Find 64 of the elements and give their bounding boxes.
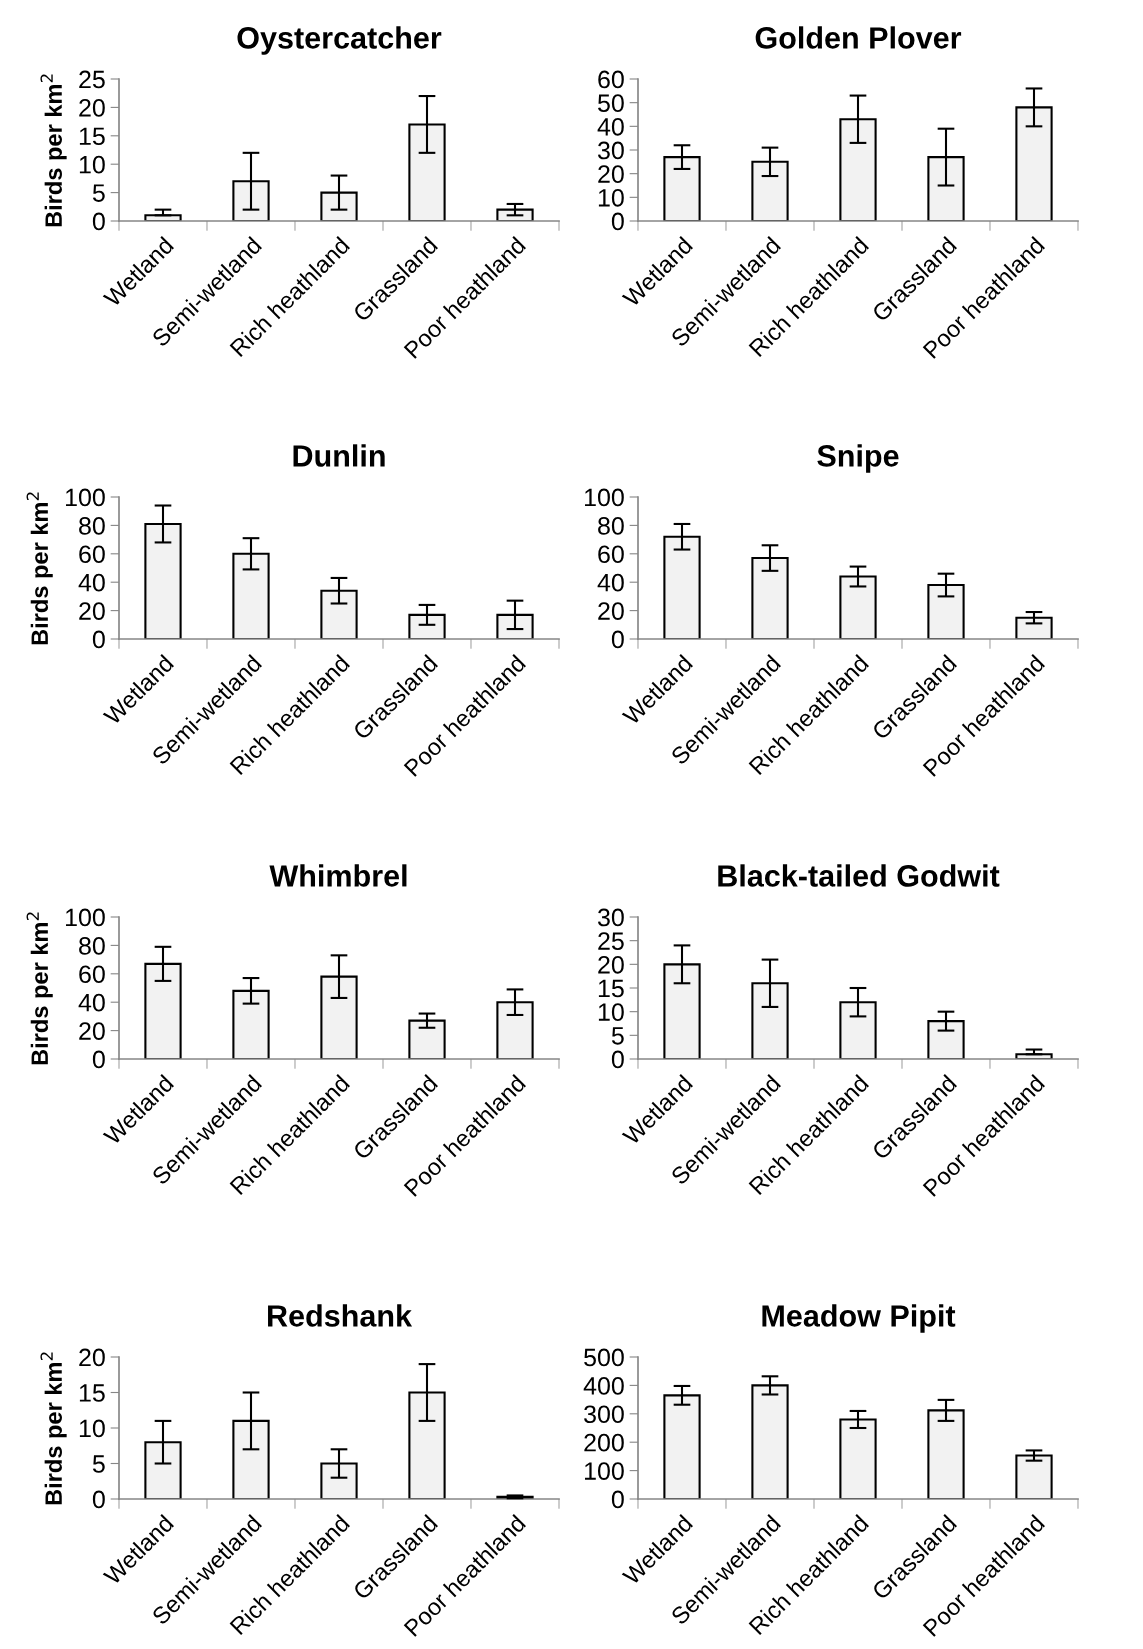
chart-title: Oystercatcher (237, 26, 442, 55)
y-tick-label: 80 (79, 517, 105, 535)
y-tick-label: 10 (79, 1419, 105, 1438)
y-tick-label: 0 (92, 630, 105, 649)
y-tick-label: 60 (598, 70, 624, 89)
y-tick-label: 60 (79, 545, 105, 564)
y-tick-label: 0 (92, 1050, 105, 1069)
y-tick-label: 100 (585, 1462, 624, 1480)
chart-title: Dunlin (293, 444, 385, 467)
y-tick-label: 0 (92, 212, 105, 231)
y-tick-label: 5 (92, 1455, 105, 1473)
y-tick-label: 80 (598, 517, 624, 535)
bar (408, 1019, 446, 1059)
y-tick-label: 20 (598, 165, 624, 183)
y-tick-label: 60 (79, 965, 105, 984)
y-tick-label: 20 (79, 1348, 105, 1367)
y-tick-label: 30 (597, 908, 624, 927)
y-tick-label: 20 (79, 602, 105, 620)
y-tick-label: 15 (79, 1384, 105, 1402)
y-tick-label: 40 (78, 993, 105, 1012)
chart-title: Snipe (817, 444, 899, 473)
y-tick-label: 5 (611, 1027, 624, 1045)
y-tick-label: 400 (583, 1377, 624, 1395)
chart-title: Redshank (268, 1304, 413, 1327)
chart-title: Black-tailed Godwit (718, 864, 1000, 887)
y-tick-label: 0 (611, 630, 624, 649)
y-tick-label: 100 (585, 488, 624, 507)
y-tick-label: 20 (598, 955, 624, 974)
y-tick-label: 0 (611, 1490, 624, 1509)
y-tick-label: 10 (79, 155, 105, 174)
y-tick-label: 0 (92, 1490, 105, 1509)
y-tick-label: 100 (66, 488, 105, 507)
y-tick-label: 25 (598, 932, 624, 950)
chart-title: Golden Plover (755, 26, 962, 49)
y-tick-label: 15 (79, 127, 105, 146)
y-axis-title: Birds per km$^{2}$ (26, 492, 53, 645)
y-axis-title: Birds per km$^{2}$ (26, 912, 53, 1065)
y-tick-label: 0 (611, 1050, 624, 1069)
y-tick-label: 25 (79, 70, 105, 89)
chart-title: Meadow Pipit (762, 1304, 956, 1333)
chart-title: Whimbrel (269, 864, 407, 887)
y-tick-label: 30 (597, 141, 624, 160)
y-tick-label: 5 (92, 184, 105, 202)
y-tick-label: 200 (584, 1433, 624, 1452)
y-tick-label: 40 (597, 117, 624, 136)
y-tick-label: 40 (597, 573, 624, 592)
bar (1015, 616, 1053, 639)
y-tick-label: 0 (611, 212, 624, 231)
y-tick-label: 50 (598, 94, 624, 112)
y-tick-label: 100 (66, 908, 105, 927)
y-tick-label: 15 (598, 979, 624, 998)
y-tick-label: 300 (584, 1405, 624, 1424)
y-tick-label: 80 (79, 937, 105, 955)
y-axis-title: Birds per km$^{2}$ (40, 1352, 67, 1505)
y-tick-label: 20 (79, 99, 105, 117)
y-tick-label: 20 (79, 1022, 105, 1040)
y-tick-label: 10 (598, 1003, 624, 1021)
y-tick-label: 10 (598, 188, 624, 207)
y-tick-label: 60 (598, 545, 624, 564)
y-tick-label: 500 (584, 1348, 624, 1367)
y-tick-label: 40 (78, 573, 105, 592)
y-tick-label: 20 (598, 602, 624, 620)
y-axis-title: Birds per km$^{2}$ (40, 74, 67, 227)
bar (1015, 1454, 1053, 1499)
